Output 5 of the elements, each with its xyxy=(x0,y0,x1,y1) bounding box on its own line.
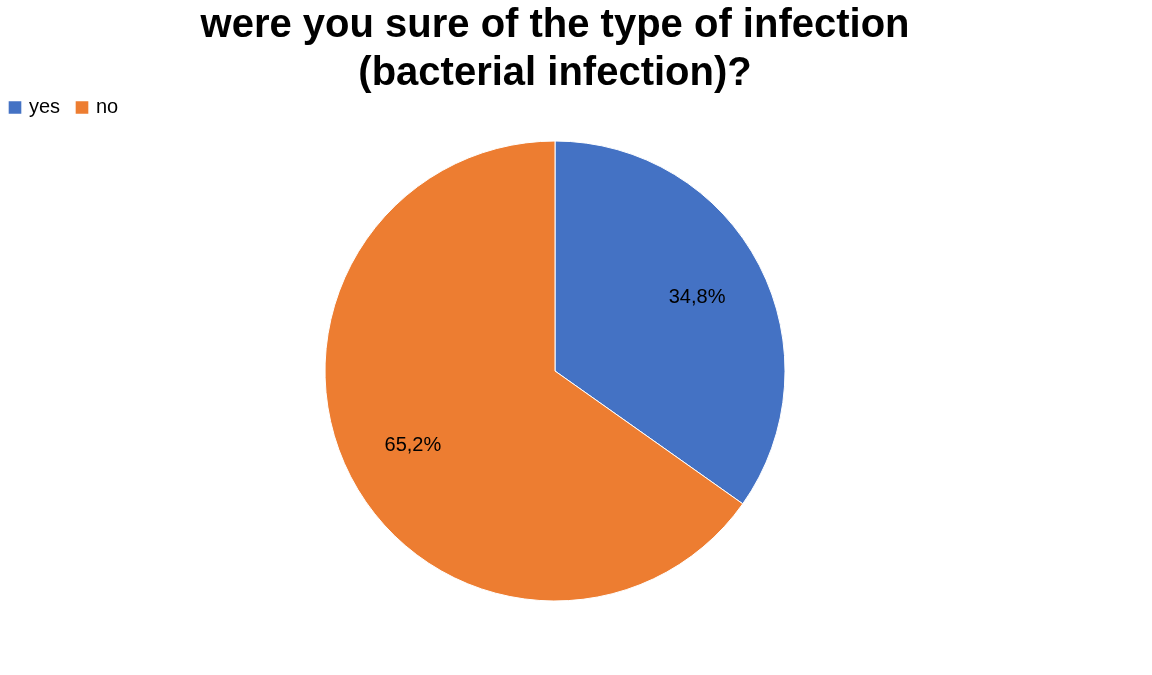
data-label: 65,2% xyxy=(384,432,442,455)
legend-label: no xyxy=(96,95,119,118)
data-label: 34,8% xyxy=(668,285,726,308)
chart-title: were you sure of the type of infection (bacterial infection)? xyxy=(199,1,910,93)
legend-label: yes xyxy=(29,95,61,118)
